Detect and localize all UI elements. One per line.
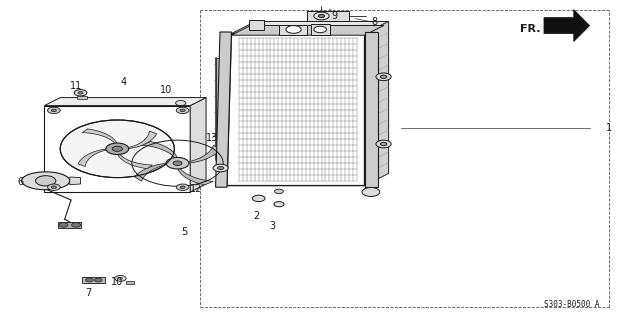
Circle shape (314, 26, 327, 33)
Polygon shape (187, 145, 221, 163)
Polygon shape (129, 131, 157, 148)
Text: 6: 6 (17, 177, 23, 188)
Text: 10: 10 (160, 84, 172, 95)
Polygon shape (118, 155, 152, 169)
Circle shape (36, 176, 56, 186)
Polygon shape (307, 11, 349, 21)
Polygon shape (44, 98, 206, 106)
Circle shape (86, 278, 93, 282)
Polygon shape (216, 32, 231, 187)
Polygon shape (216, 58, 222, 160)
Text: 4: 4 (120, 76, 127, 87)
Text: 9: 9 (332, 11, 338, 21)
Circle shape (318, 14, 325, 18)
Circle shape (376, 73, 391, 81)
Circle shape (180, 186, 185, 188)
Polygon shape (231, 26, 384, 35)
Polygon shape (365, 21, 389, 186)
Circle shape (59, 223, 68, 227)
Polygon shape (77, 96, 87, 99)
Polygon shape (78, 149, 106, 166)
Circle shape (217, 166, 224, 170)
Text: 11: 11 (70, 81, 82, 92)
Circle shape (380, 142, 387, 146)
Circle shape (286, 26, 301, 33)
Circle shape (115, 276, 126, 281)
Circle shape (112, 146, 122, 151)
Circle shape (376, 140, 391, 148)
Text: 2: 2 (254, 211, 260, 221)
Polygon shape (142, 141, 178, 158)
Circle shape (106, 143, 129, 155)
Polygon shape (70, 177, 81, 185)
Circle shape (78, 92, 83, 94)
Text: 1: 1 (605, 123, 612, 133)
Polygon shape (311, 24, 330, 35)
Circle shape (213, 164, 228, 172)
Polygon shape (134, 163, 168, 181)
Text: 10: 10 (111, 277, 124, 287)
Polygon shape (82, 129, 117, 143)
Text: FR.: FR. (520, 24, 540, 34)
Circle shape (274, 202, 284, 207)
Circle shape (72, 223, 81, 227)
Polygon shape (190, 98, 206, 192)
Polygon shape (82, 277, 105, 283)
Circle shape (176, 100, 186, 106)
Circle shape (176, 107, 189, 114)
Polygon shape (231, 21, 389, 34)
Circle shape (180, 109, 185, 112)
Circle shape (380, 75, 387, 78)
Text: S303-B0500 A: S303-B0500 A (543, 300, 599, 309)
Polygon shape (544, 10, 590, 42)
Polygon shape (365, 32, 378, 187)
Circle shape (314, 12, 329, 20)
Circle shape (60, 120, 174, 178)
Circle shape (74, 90, 87, 96)
Text: 3: 3 (269, 220, 276, 231)
Polygon shape (279, 25, 307, 35)
Polygon shape (178, 168, 213, 185)
Text: 5: 5 (181, 227, 187, 237)
Text: 13: 13 (206, 132, 219, 143)
Text: 12: 12 (190, 184, 203, 194)
Circle shape (48, 107, 60, 114)
Text: 7: 7 (86, 288, 92, 298)
Circle shape (51, 186, 56, 188)
Polygon shape (58, 222, 81, 228)
Circle shape (275, 189, 283, 194)
Circle shape (48, 184, 60, 190)
Circle shape (166, 157, 189, 169)
Circle shape (362, 188, 380, 196)
Circle shape (173, 161, 182, 165)
Circle shape (51, 109, 56, 112)
Text: 8: 8 (371, 17, 377, 28)
Circle shape (252, 195, 265, 202)
Polygon shape (22, 172, 70, 190)
Polygon shape (249, 20, 264, 30)
Polygon shape (239, 38, 357, 181)
Circle shape (94, 278, 102, 282)
Circle shape (176, 184, 189, 190)
Polygon shape (126, 281, 134, 284)
